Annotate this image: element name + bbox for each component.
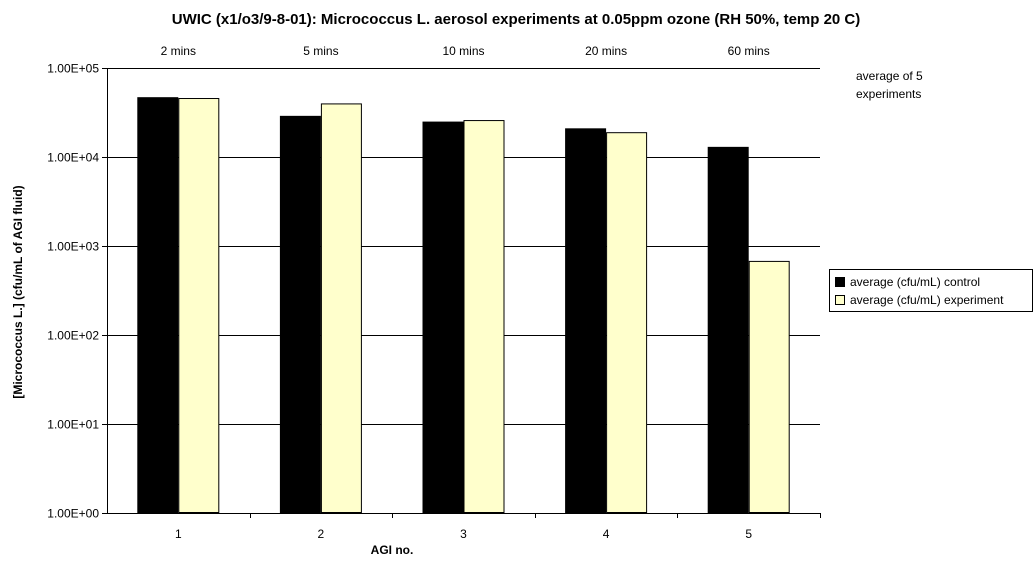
chart-title: UWIC (x1/o3/9-8-01): Micrococcus L. aero… — [172, 11, 861, 28]
bar-control-2 — [279, 115, 321, 513]
x-tick-label: 3 — [460, 527, 467, 541]
category-annotation: 5 mins — [303, 44, 338, 58]
y-tick-label: 1.00E+05 — [47, 62, 99, 76]
y-tick-label: 1.00E+04 — [47, 151, 99, 165]
bar-control-1 — [137, 97, 179, 513]
category-annotations: 2 mins 5 mins 10 mins 20 mins 60 mins — [161, 44, 770, 58]
legend-box — [829, 269, 1033, 312]
bar-control-4 — [565, 128, 607, 513]
category-annotation: 10 mins — [442, 44, 484, 58]
bar-experiment-1 — [178, 98, 220, 513]
x-axis-title: AGI no. — [371, 543, 414, 557]
x-tick-label: 4 — [603, 527, 610, 541]
y-tick-labels: 1.00E+00 1.00E+01 1.00E+02 1.00E+03 1.00E+04… — [47, 62, 107, 521]
x-tick-label: 2 — [318, 527, 325, 541]
bar-experiment-4 — [606, 132, 648, 514]
y-axis-title: [Micrococcus L.] (cfu/mL of AGI fluid) — [11, 185, 25, 398]
y-tick-label: 1.00E+03 — [47, 240, 99, 254]
side-note-line-2: experiments — [856, 87, 921, 101]
y-tick-label: 1.00E+00 — [47, 507, 99, 521]
y-tick-label: 1.00E+01 — [47, 418, 99, 432]
x-tick-labels: 1 2 3 4 5 — [175, 513, 821, 541]
legend-swatch — [835, 277, 845, 287]
legend-swatch — [835, 295, 845, 305]
axes — [107, 68, 820, 514]
category-annotation: 60 mins — [728, 44, 770, 58]
legend-label: average (cfu/mL) control — [850, 275, 980, 289]
legend-label: average (cfu/mL) experiment — [850, 293, 1004, 307]
bar-control-3 — [422, 121, 464, 513]
bar-control-5 — [707, 146, 749, 513]
bar-experiment-5 — [748, 260, 790, 513]
bar-experiment-3 — [463, 120, 505, 513]
category-annotation: 20 mins — [585, 44, 627, 58]
bars — [137, 97, 790, 514]
x-tick-label: 1 — [175, 527, 182, 541]
legend: average (cfu/mL) control average (cfu/mL)… — [829, 269, 1033, 312]
bar-experiment-2 — [320, 103, 362, 514]
x-tick-label: 5 — [745, 527, 752, 541]
y-tick-label: 1.00E+02 — [47, 329, 99, 343]
side-note-line-1: average of 5 — [856, 69, 923, 83]
category-annotation: 2 mins — [161, 44, 196, 58]
